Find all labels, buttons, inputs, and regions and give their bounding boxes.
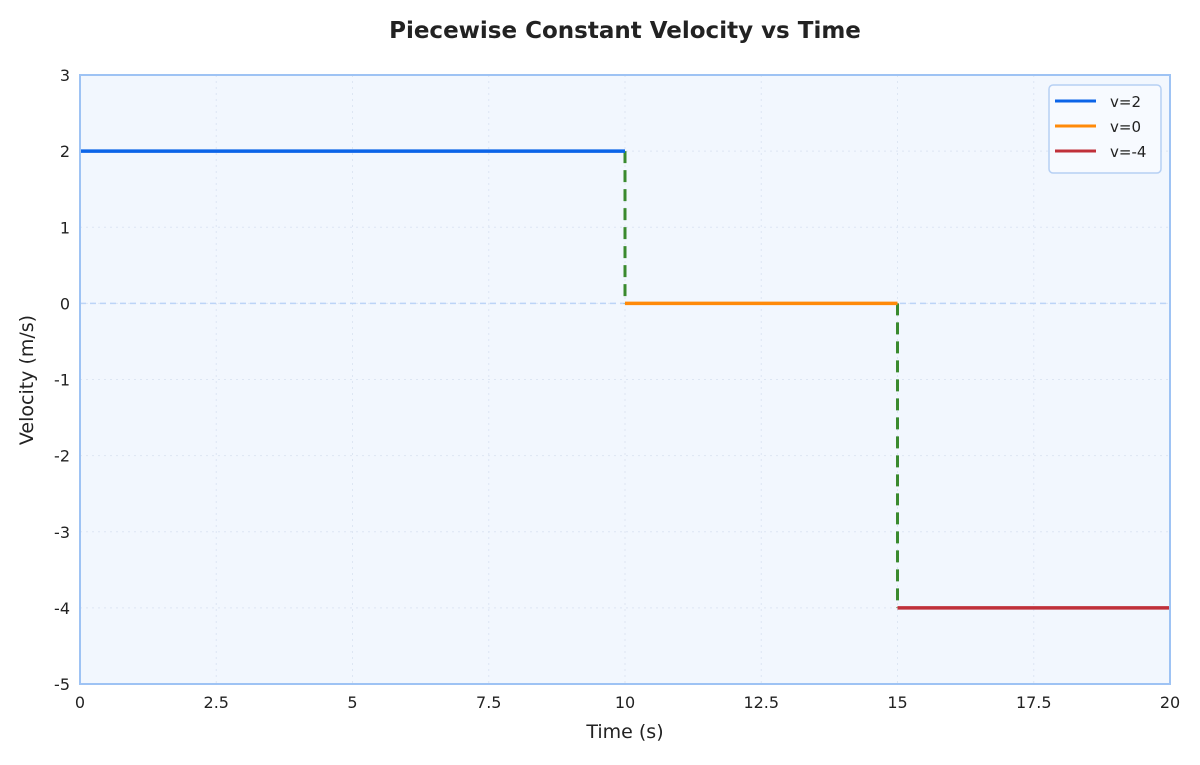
chart-title: Piecewise Constant Velocity vs Time — [389, 18, 861, 44]
legend-label: v=-4 — [1110, 143, 1146, 161]
y-tick-label: -3 — [54, 523, 70, 542]
x-tick-label: 5 — [347, 693, 357, 712]
y-tick-label: 1 — [60, 218, 70, 237]
y-tick-label: -2 — [54, 447, 70, 466]
y-tick-label: -4 — [54, 599, 70, 618]
x-tick-label: 7.5 — [476, 693, 501, 712]
series-lines — [80, 149, 1170, 610]
y-axis-label: Velocity (m/s) — [16, 315, 38, 445]
x-tick-label: 20 — [1160, 693, 1180, 712]
y-tick-label: 0 — [60, 294, 70, 313]
x-ticks: 0 2.5 5 7.5 10 12.5 15 17.5 20 — [75, 693, 1180, 712]
legend-label: v=0 — [1110, 118, 1141, 136]
legend: v=2 v=0 v=-4 — [1048, 84, 1162, 174]
plot-frame — [79, 74, 1171, 685]
x-tick-label: 0 — [75, 693, 85, 712]
x-tick-label: 12.5 — [743, 693, 779, 712]
x-tick-label: 15 — [887, 693, 907, 712]
x-tick-label: 10 — [615, 693, 635, 712]
x-axis-label: Time (s) — [585, 721, 663, 743]
y-ticks: 3 2 1 0 -1 -2 -3 -4 -5 — [54, 66, 70, 694]
y-tick-label: 3 — [60, 66, 70, 85]
legend-label: v=2 — [1110, 93, 1141, 111]
y-tick-label: 2 — [60, 142, 70, 161]
y-tick-label: -1 — [54, 371, 70, 390]
x-tick-label: 17.5 — [1016, 693, 1052, 712]
y-tick-label: -5 — [54, 675, 70, 694]
x-tick-label: 2.5 — [204, 693, 229, 712]
